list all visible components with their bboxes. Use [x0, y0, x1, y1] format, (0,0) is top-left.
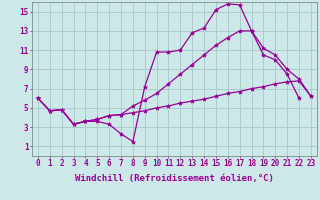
- X-axis label: Windchill (Refroidissement éolien,°C): Windchill (Refroidissement éolien,°C): [75, 174, 274, 183]
